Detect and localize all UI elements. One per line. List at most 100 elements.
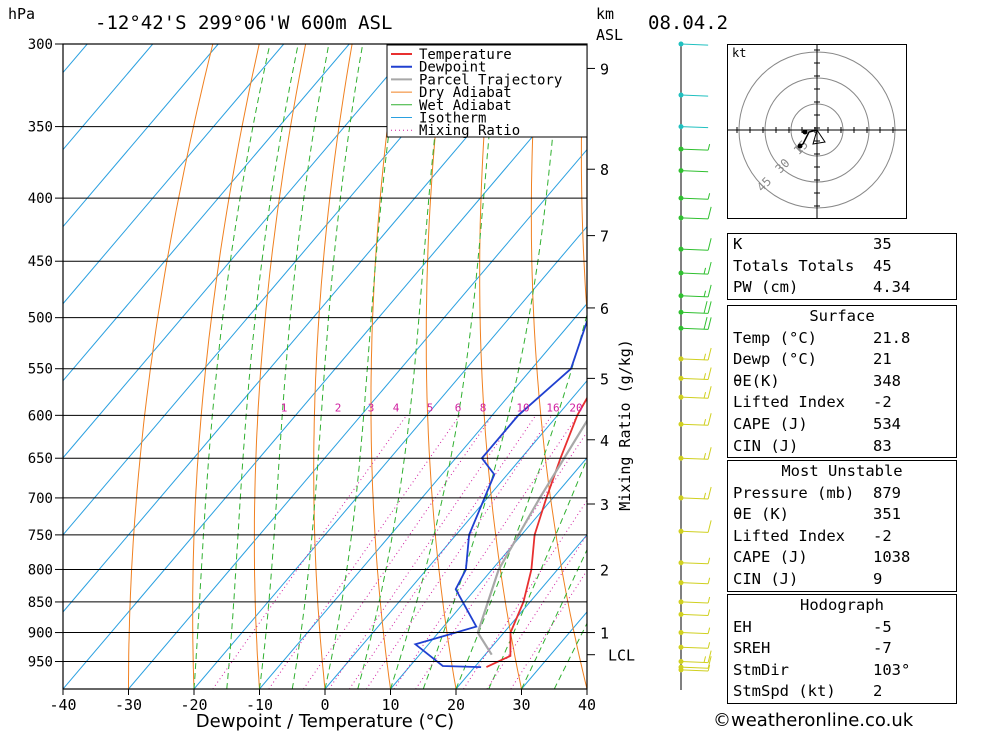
value: 534 (873, 414, 901, 433)
legend-label: Temperature (419, 47, 512, 63)
wind-barb-shaft (680, 94, 709, 97)
pressure-tick-label: 400 (28, 191, 53, 207)
wind-barb-flag (703, 656, 707, 663)
wind-barb-shaft (680, 43, 709, 46)
mixing-ratio-axis-label: Mixing Ratio (g/kg) (616, 339, 634, 511)
label: θE (K) (733, 505, 789, 524)
wind-barb-flag (707, 656, 712, 669)
isotherm-line (390, 457, 587, 689)
wind-barb (678, 520, 712, 534)
wet-adiabat-line (488, 457, 587, 689)
wind-barb (678, 642, 711, 650)
wind-barb-flag (707, 577, 711, 584)
wind-barb (678, 557, 711, 566)
wind-barb-shaft (680, 632, 709, 635)
wind-barb-shaft (680, 457, 709, 460)
isotherm-line (455, 534, 587, 689)
isotherm-line (718, 44, 727, 689)
wind-barb-flag (707, 367, 712, 380)
isotherm-line (193, 225, 587, 689)
wind-barb (678, 301, 712, 315)
wind-barb (678, 144, 711, 152)
km-tick-label: 3 (600, 496, 609, 514)
surface-cape-row: CAPE (J) 534 (728, 414, 956, 436)
x-tick-label: 10 (381, 696, 399, 714)
wind-barb-flag (707, 347, 712, 361)
totals-totals-row: Totals Totals 45 (728, 256, 956, 278)
label: Lifted Index (733, 526, 845, 545)
eh-row: EH -5 (728, 617, 956, 639)
isotherm-line (63, 44, 219, 228)
wet-adiabat-line (553, 622, 587, 689)
mixing-ratio-label: 1 (281, 401, 288, 414)
wind-barb-flag (703, 317, 708, 330)
wind-barb-shaft (680, 197, 709, 200)
wind-barb-shaft (680, 661, 709, 664)
x-tick-label: -30 (115, 696, 142, 714)
km-tick-label: 4 (600, 432, 609, 450)
wet-adiabat-line (324, 44, 402, 689)
most-unstable-table: Most Unstable Pressure (mb) 879 θE (K) 351… (727, 460, 957, 592)
value: 2 (873, 682, 883, 701)
wind-barb-flag (703, 267, 707, 275)
wet-adiabat-line (521, 548, 587, 689)
value: -2 (873, 526, 892, 545)
wind-barb-shaft (680, 170, 709, 173)
wind-barb-shaft (680, 666, 709, 669)
wind-barb (678, 206, 712, 221)
mixing-ratio-line (393, 415, 579, 689)
wind-barb-flag (707, 261, 712, 275)
mixing-ratio-line (268, 415, 461, 689)
wind-barb-flag (707, 486, 712, 500)
km-label: km (596, 5, 614, 23)
wind-barb (678, 650, 712, 665)
mixing-ratio-label: 4 (393, 401, 400, 414)
x-axis-label: Dewpoint / Temperature (°C) (196, 711, 454, 732)
wind-barb-flag (703, 418, 707, 426)
mixing-ratio-label: 3 (368, 401, 375, 414)
x-tick-label: -10 (246, 696, 273, 714)
wind-barb (678, 347, 712, 362)
value: 351 (873, 505, 901, 524)
wind-barb (678, 627, 711, 636)
wind-barb-flag (707, 627, 711, 634)
pressure-tick-label: 600 (28, 408, 53, 424)
lcl-label: LCL (608, 647, 635, 665)
isotherm-line (63, 71, 587, 689)
dry-adiabat-line (370, 44, 399, 689)
isotherm-line (63, 44, 481, 536)
wind-barb-shaft (680, 311, 709, 314)
pressure-tick-label: 350 (28, 120, 53, 136)
mu-theta-row: θE (K) 351 (728, 504, 956, 526)
wind-barb-flag (703, 373, 707, 380)
label: θE(K) (733, 371, 780, 390)
wind-barb (678, 386, 712, 400)
surface-cin-row: CIN (J) 83 (728, 436, 956, 458)
label: CAPE (J) (733, 548, 808, 567)
isotherm-line (128, 148, 587, 689)
isotherm-line (63, 44, 547, 613)
label: K (733, 235, 743, 253)
wind-barb (678, 92, 709, 98)
wind-barb (678, 168, 709, 174)
wind-barb-flag (707, 650, 712, 663)
wind-barb (678, 238, 712, 252)
km-tick-label: 6 (600, 300, 609, 318)
wind-barb-shaft (680, 497, 709, 500)
wind-barb-shaft (680, 126, 709, 129)
label: SREH (733, 639, 771, 658)
label: PW (cm) (733, 278, 799, 297)
wet-adiabat-line (291, 44, 364, 689)
wind-barb-flag (707, 144, 711, 151)
wind-barb-flag (707, 413, 712, 426)
wind-barb-shaft (680, 295, 709, 298)
value: 9 (873, 569, 883, 588)
wind-barb-flag (707, 238, 712, 251)
label: Temp (°C) (733, 328, 817, 347)
dry-adiabat-line (530, 44, 587, 689)
km-tick-label: 1 (600, 625, 609, 643)
value: 879 (873, 483, 901, 502)
mixing-ratio-label: 2 (335, 401, 342, 414)
